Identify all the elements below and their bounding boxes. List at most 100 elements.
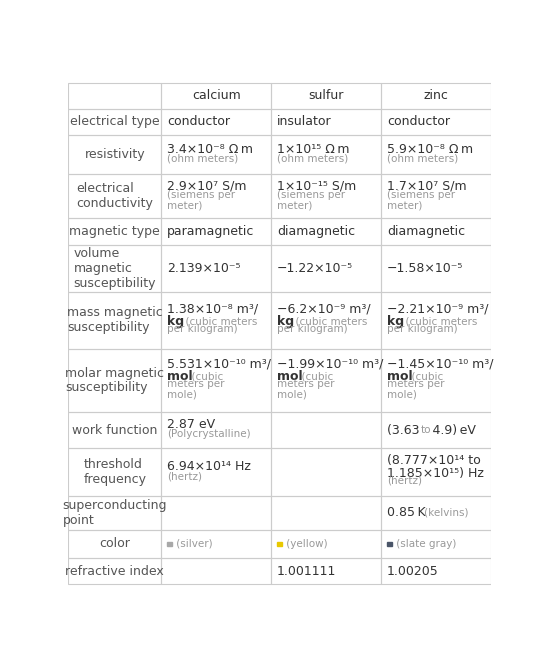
Bar — [162, 218, 271, 245]
Text: 2.87 eV: 2.87 eV — [167, 418, 215, 432]
Text: 1.38×10⁻⁸ m³/: 1.38×10⁻⁸ m³/ — [167, 302, 258, 315]
Bar — [381, 174, 491, 218]
Text: (cubic meters: (cubic meters — [289, 317, 367, 327]
Bar — [381, 108, 491, 135]
Bar — [381, 349, 491, 412]
Text: (cubic: (cubic — [295, 371, 333, 381]
Bar — [271, 412, 381, 448]
Text: mole): mole) — [167, 389, 197, 399]
Bar — [68, 83, 162, 108]
Text: 1.7×10⁷ S/m: 1.7×10⁷ S/m — [387, 179, 466, 192]
Text: per kilogram): per kilogram) — [277, 324, 347, 334]
Bar — [271, 245, 381, 292]
Bar — [68, 135, 162, 174]
Bar — [271, 292, 381, 349]
Text: conductor: conductor — [387, 115, 450, 128]
Bar — [68, 496, 162, 529]
Text: mole): mole) — [387, 389, 417, 399]
Text: 4.9) eV: 4.9) eV — [430, 424, 476, 437]
Bar — [271, 529, 381, 559]
Text: mole): mole) — [277, 389, 307, 399]
Bar — [381, 218, 491, 245]
Text: zinc: zinc — [424, 89, 449, 102]
Text: 1×10⁻¹⁵ S/m: 1×10⁻¹⁵ S/m — [277, 179, 356, 192]
Text: mol: mol — [387, 369, 412, 383]
Text: insulator: insulator — [277, 115, 331, 128]
Bar — [68, 412, 162, 448]
Bar — [271, 174, 381, 218]
Text: (hertz): (hertz) — [167, 471, 202, 481]
Text: (ohm meters): (ohm meters) — [387, 153, 458, 163]
Bar — [162, 292, 271, 349]
Text: diamagnetic: diamagnetic — [277, 225, 355, 238]
Bar — [162, 83, 271, 108]
Bar — [277, 541, 282, 547]
Text: (3.63: (3.63 — [387, 424, 422, 437]
Text: calcium: calcium — [192, 89, 241, 102]
Text: (siemens per: (siemens per — [387, 190, 455, 200]
Text: (ohm meters): (ohm meters) — [277, 153, 348, 163]
Text: (slate gray): (slate gray) — [393, 539, 456, 549]
Text: (silver): (silver) — [173, 539, 213, 549]
Bar — [162, 245, 271, 292]
Text: 0.85 K: 0.85 K — [387, 506, 425, 519]
Text: color: color — [99, 537, 130, 551]
Text: (siemens per: (siemens per — [277, 190, 345, 200]
Bar — [271, 135, 381, 174]
Text: conductor: conductor — [167, 115, 230, 128]
Text: (8.777×10¹⁴ to: (8.777×10¹⁴ to — [387, 454, 480, 467]
Bar — [68, 174, 162, 218]
Bar — [68, 108, 162, 135]
Text: volume
magnetic
susceptibility: volume magnetic susceptibility — [74, 247, 156, 290]
Text: 3.4×10⁻⁸ Ω m: 3.4×10⁻⁸ Ω m — [167, 143, 253, 155]
Text: meter): meter) — [167, 200, 202, 211]
Text: 5.9×10⁻⁸ Ω m: 5.9×10⁻⁸ Ω m — [387, 143, 473, 155]
Bar — [162, 412, 271, 448]
Text: kg: kg — [387, 315, 404, 328]
Bar — [68, 529, 162, 559]
Text: (cubic meters: (cubic meters — [179, 317, 257, 327]
Bar — [271, 448, 381, 496]
Text: −1.22×10⁻⁵: −1.22×10⁻⁵ — [277, 262, 353, 274]
Bar — [162, 529, 271, 559]
Bar — [271, 496, 381, 529]
Text: mass magnetic
susceptibility: mass magnetic susceptibility — [67, 306, 163, 334]
Bar — [68, 448, 162, 496]
Bar — [381, 245, 491, 292]
Text: meters per: meters per — [167, 379, 224, 389]
Text: sulfur: sulfur — [308, 89, 344, 102]
Bar — [271, 108, 381, 135]
Text: kg: kg — [167, 315, 184, 328]
Text: (yellow): (yellow) — [283, 539, 328, 549]
Bar — [167, 541, 171, 547]
Bar — [162, 135, 271, 174]
Bar — [381, 559, 491, 584]
Text: per kilogram): per kilogram) — [167, 324, 238, 334]
Bar — [68, 559, 162, 584]
Bar — [162, 174, 271, 218]
Text: work function: work function — [72, 424, 157, 437]
Bar — [271, 218, 381, 245]
Bar — [381, 448, 491, 496]
Text: electrical
conductivity: electrical conductivity — [76, 182, 153, 210]
Bar — [271, 83, 381, 108]
Bar — [381, 412, 491, 448]
Text: 2.139×10⁻⁵: 2.139×10⁻⁵ — [167, 262, 240, 274]
Text: (Polycrystalline): (Polycrystalline) — [167, 430, 251, 440]
Text: threshold
frequency: threshold frequency — [84, 458, 146, 486]
Text: paramagnetic: paramagnetic — [167, 225, 254, 238]
Text: meters per: meters per — [277, 379, 334, 389]
Text: kg: kg — [277, 315, 294, 328]
Bar — [381, 292, 491, 349]
Text: molar magnetic
susceptibility: molar magnetic susceptibility — [66, 366, 164, 395]
Text: −6.2×10⁻⁹ m³/: −6.2×10⁻⁹ m³/ — [277, 302, 370, 315]
Text: per kilogram): per kilogram) — [387, 324, 458, 334]
Bar — [162, 448, 271, 496]
Text: −1.99×10⁻¹⁰ m³/: −1.99×10⁻¹⁰ m³/ — [277, 358, 383, 370]
Text: (cubic: (cubic — [185, 371, 223, 381]
Text: 2.9×10⁷ S/m: 2.9×10⁷ S/m — [167, 179, 246, 192]
Text: to: to — [420, 425, 431, 435]
Text: mol: mol — [167, 369, 192, 383]
Text: 1×10¹⁵ Ω m: 1×10¹⁵ Ω m — [277, 143, 349, 155]
Bar — [162, 349, 271, 412]
